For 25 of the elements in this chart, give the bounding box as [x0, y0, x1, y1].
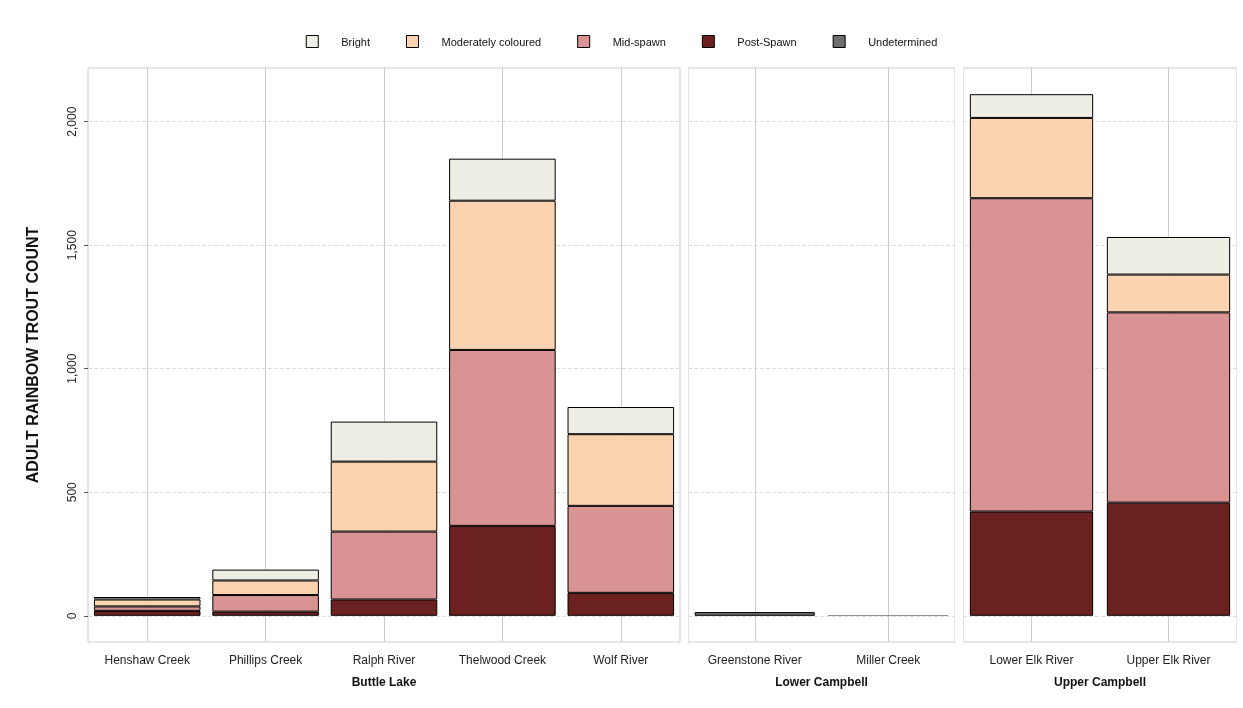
x-tick-label: Wolf River	[593, 653, 649, 667]
x-axis-title: Upper Campbell	[1053, 675, 1147, 689]
x-tick-label: Miller Creek	[856, 653, 922, 667]
x-tick-label: Greenstone River	[707, 653, 802, 667]
y-tick-label: 2,000	[65, 106, 79, 137]
legend-label: Moderately coloured	[441, 35, 542, 48]
x-tick-label: Henshaw Creek	[104, 653, 191, 667]
x-axis-title: Lower Campbell	[775, 675, 868, 689]
legend-label: Undetermined	[868, 35, 938, 48]
x-axis-title: Buttle Lake	[351, 675, 417, 689]
x-tick-label: Phillips Creek	[228, 653, 304, 667]
legend-label: Bright	[341, 35, 371, 48]
y-tick-label: 0	[65, 612, 79, 620]
y-tick-label: 1,000	[65, 353, 79, 384]
x-tick-label: Thelwood Creek	[458, 653, 548, 667]
bar	[93, 610, 201, 616]
y-tick-label: 1,500	[65, 229, 79, 261]
x-tick-label: Ralph River	[352, 653, 416, 667]
y-tick-label: 500	[65, 481, 79, 503]
bar	[93, 599, 201, 607]
legend-label: Mid-spawn	[612, 35, 666, 48]
y-axis-title: ADULT RAINBOW TROUT COUNT	[23, 226, 41, 484]
legend-label: Post-Spawn	[737, 35, 797, 48]
x-tick-label: Upper Elk River	[1126, 653, 1211, 667]
x-tick-label: Lower Elk River	[989, 653, 1074, 667]
